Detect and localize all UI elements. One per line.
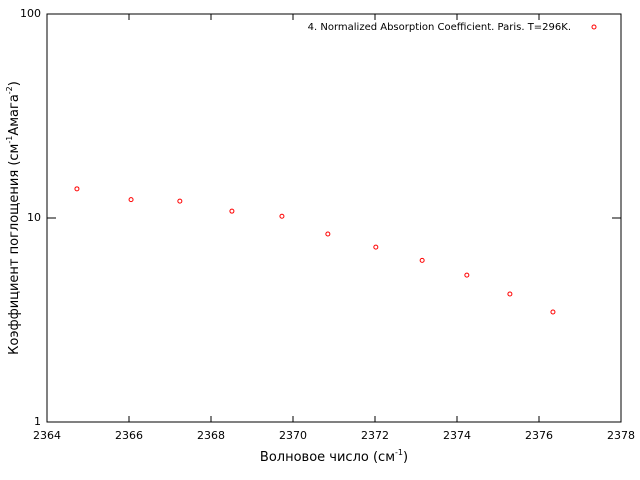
superscript: -1 bbox=[5, 136, 14, 144]
y-axis-label: Коэффициент поглощения (см-1Амага-2) bbox=[5, 81, 22, 355]
y-tick-label: 1 bbox=[34, 415, 41, 428]
label-part: ) bbox=[403, 450, 408, 465]
point bbox=[177, 198, 183, 204]
label-part: Коэффициент поглощения (см bbox=[7, 144, 22, 355]
point bbox=[464, 272, 470, 278]
x-axis-label: Волновое число (см-1) bbox=[260, 448, 408, 465]
point bbox=[550, 309, 556, 315]
x-tick-label: 2378 bbox=[607, 429, 635, 442]
legend-marker bbox=[591, 24, 597, 30]
x-tick-label: 2376 bbox=[525, 429, 553, 442]
point bbox=[229, 208, 235, 214]
point bbox=[279, 213, 285, 219]
x-tick-label: 2374 bbox=[443, 429, 471, 442]
point bbox=[128, 197, 134, 203]
x-tick-label: 2366 bbox=[115, 429, 143, 442]
x-tick-label: 2368 bbox=[197, 429, 225, 442]
point bbox=[373, 244, 379, 250]
superscript: -2 bbox=[5, 86, 14, 94]
point bbox=[325, 231, 331, 237]
x-tick-label: 2372 bbox=[361, 429, 389, 442]
plot-frame bbox=[46, 13, 622, 423]
x-tick-label: 2364 bbox=[33, 429, 61, 442]
y-tick-label: 10 bbox=[27, 211, 41, 224]
point bbox=[507, 291, 513, 297]
superscript: -1 bbox=[395, 448, 403, 457]
y-tick-label: 100 bbox=[20, 7, 41, 20]
legend-label: 4. Normalized Absorption Coefficient. Pa… bbox=[308, 22, 571, 33]
label-part: Волновое число (см bbox=[260, 450, 395, 465]
label-part: ) bbox=[7, 81, 22, 86]
x-tick-label: 2370 bbox=[279, 429, 307, 442]
point bbox=[419, 257, 425, 263]
label-part: Амага bbox=[7, 94, 22, 135]
point bbox=[74, 186, 80, 192]
